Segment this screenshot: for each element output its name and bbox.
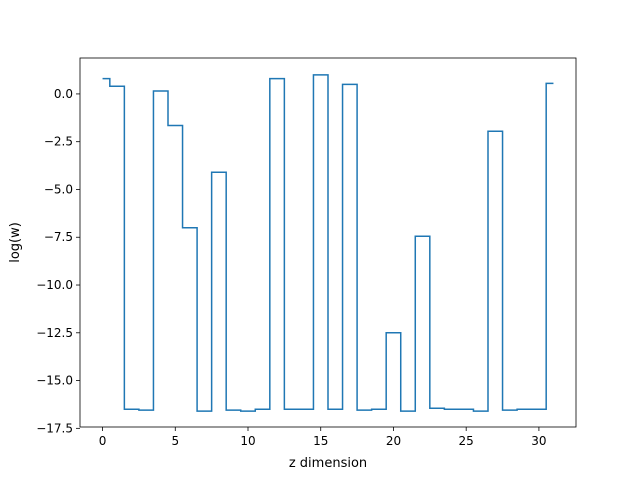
y-axis-ticks: −17.5 −15.0 −12.5 −10.0 −7.5 −5.0 −2.5 0.0 bbox=[36, 87, 80, 435]
y-tick-label: −15.0 bbox=[36, 374, 73, 388]
x-tick-label: 15 bbox=[313, 434, 328, 448]
x-tick-label: 5 bbox=[171, 434, 179, 448]
plot-area bbox=[102, 74, 554, 412]
y-tick-label: 0.0 bbox=[54, 87, 73, 101]
y-tick-label: −7.5 bbox=[44, 230, 73, 244]
x-tick-label: 30 bbox=[531, 434, 546, 448]
y-tick-label: −10.0 bbox=[36, 278, 73, 292]
y-tick-label: −2.5 bbox=[44, 135, 73, 149]
x-tick-label: 20 bbox=[386, 434, 401, 448]
x-axis-ticks: 0 5 10 15 20 25 30 bbox=[99, 427, 547, 448]
y-tick-label: −12.5 bbox=[36, 326, 73, 340]
axes-frame bbox=[79, 57, 577, 428]
x-axis-label: z dimension bbox=[289, 456, 367, 471]
y-tick-label: −5.0 bbox=[44, 182, 73, 196]
y-tick-label: −17.5 bbox=[36, 421, 73, 435]
series-line bbox=[102, 74, 554, 412]
x-tick-label: 25 bbox=[459, 434, 474, 448]
y-axis-label: log(w) bbox=[8, 222, 23, 263]
x-tick-label: 10 bbox=[240, 434, 255, 448]
x-tick-label: 0 bbox=[99, 434, 107, 448]
